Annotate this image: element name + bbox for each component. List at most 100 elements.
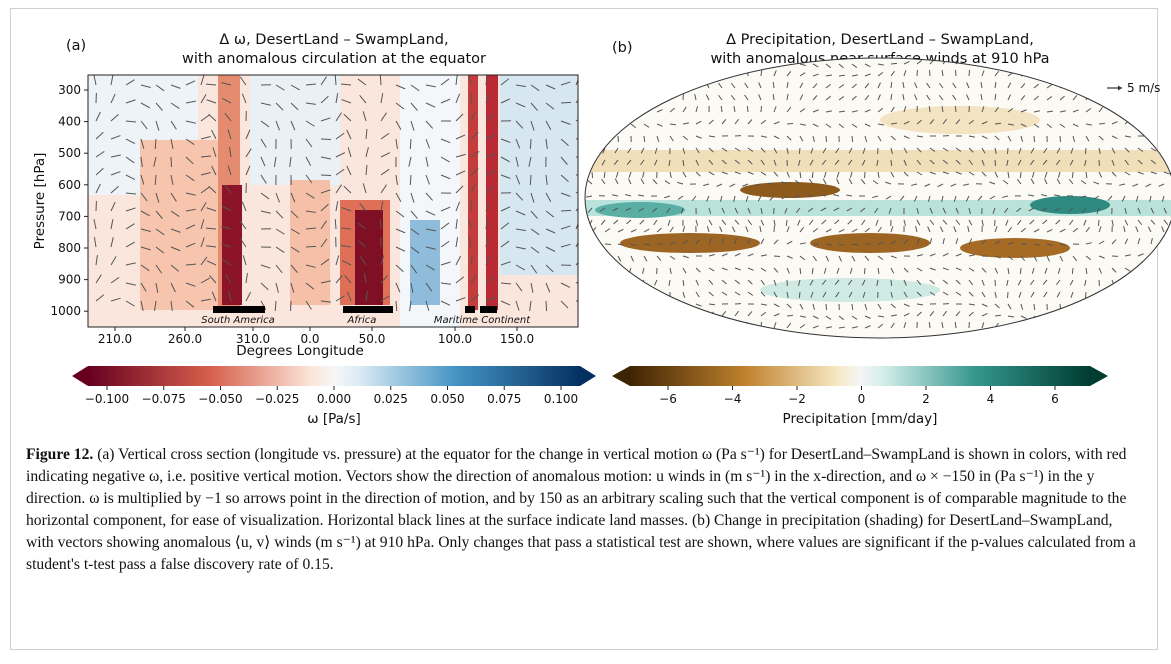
wind-vector — [1072, 109, 1079, 113]
wind-vector — [320, 95, 329, 104]
wind-vector — [590, 147, 593, 155]
wind-vector — [981, 291, 986, 298]
panel-title: with anomalous circulation at the equato… — [182, 51, 486, 67]
wind-vector — [530, 102, 538, 111]
wind-vector — [914, 82, 918, 89]
wind-vector — [1059, 255, 1064, 262]
wind-vector — [1059, 243, 1066, 246]
wind-vector — [591, 324, 598, 329]
wind-vector — [695, 135, 702, 139]
wind-vector — [877, 315, 885, 318]
wind-vector — [140, 174, 145, 185]
wind-vector — [1033, 110, 1040, 113]
wind-vector — [260, 102, 271, 106]
wind-vector — [545, 84, 556, 90]
wind-vector — [240, 238, 247, 248]
wind-vector — [734, 279, 740, 285]
wind-vector — [929, 311, 935, 317]
wind-vector — [1072, 227, 1079, 233]
wind-vector — [305, 245, 317, 248]
wind-vector — [669, 226, 674, 233]
wind-vector — [981, 106, 985, 113]
wind-vector — [708, 207, 712, 214]
wind-vector — [455, 185, 464, 194]
wind-vector — [968, 207, 971, 214]
wind-vector — [1085, 82, 1090, 89]
wind-vector — [1033, 228, 1040, 233]
land-bar — [343, 306, 393, 313]
wind-vector — [890, 171, 895, 178]
wind-vector — [799, 242, 806, 245]
wind-vector — [485, 75, 488, 86]
wind-vector — [734, 118, 740, 125]
wind-vector — [747, 147, 754, 152]
wind-vector — [211, 129, 217, 140]
wind-vector — [275, 84, 285, 91]
wind-vector — [994, 303, 1000, 309]
wind-vector — [1137, 253, 1144, 257]
wind-vector — [575, 241, 578, 248]
wind-vector — [1044, 178, 1048, 185]
wind-vector — [1135, 226, 1139, 233]
wind-vector — [395, 192, 402, 202]
caption: Figure 12. (a) Vertical cross section (l… — [26, 444, 1138, 576]
wind-vector — [729, 183, 736, 188]
wind-vector — [545, 264, 554, 273]
wind-vector — [335, 152, 346, 158]
wind-vector — [455, 113, 464, 122]
wind-vector — [669, 63, 677, 66]
wind-vector — [1056, 147, 1061, 154]
wind-vector — [395, 228, 406, 234]
wind-vector — [357, 240, 367, 248]
wind-vector — [1111, 70, 1115, 77]
wind-vector — [903, 239, 909, 245]
wind-vector — [838, 243, 845, 247]
wind-vector — [630, 255, 634, 262]
wind-vector — [617, 228, 624, 233]
wind-vector — [942, 252, 949, 257]
wind-vector — [305, 120, 315, 127]
wind-vector — [1029, 219, 1035, 225]
wind-vector — [200, 94, 207, 104]
wind-vector — [1019, 171, 1022, 179]
wind-vector — [1085, 324, 1092, 329]
shading — [620, 233, 760, 253]
wind-vector — [786, 106, 792, 113]
wind-vector — [669, 171, 672, 178]
wind-vector — [938, 82, 944, 89]
wind-vector — [994, 147, 997, 154]
wind-vector — [275, 282, 279, 293]
wind-vector — [939, 226, 944, 233]
wind-vector — [500, 156, 511, 163]
wind-vector — [1137, 267, 1144, 271]
wind-vector — [500, 174, 511, 179]
wind-vector — [760, 159, 765, 166]
wind-vector — [733, 106, 736, 113]
wind-vector — [1110, 93, 1113, 101]
y-axis-label: Pressure [hPa] — [32, 153, 48, 250]
wind-vector — [305, 138, 313, 148]
wind-vector — [470, 294, 480, 302]
wind-vector — [981, 267, 987, 273]
wind-vector — [851, 228, 858, 233]
wind-vector — [110, 75, 114, 86]
wind-vector — [409, 300, 412, 311]
wind-vector — [110, 113, 119, 122]
wind-vector — [781, 181, 788, 185]
wind-vector — [864, 95, 870, 101]
wind-vector — [320, 189, 331, 194]
wind-vector — [614, 178, 619, 185]
wind-vector — [682, 303, 689, 309]
wind-vector — [1085, 315, 1092, 318]
wind-vector — [617, 63, 623, 69]
wind-vector — [836, 178, 840, 185]
wind-vector — [703, 183, 710, 187]
wind-vector — [643, 123, 650, 128]
wind-vector — [200, 155, 211, 158]
colorbar-ticks: −0.100 −0.075 −0.050 −0.025 0.000 0.025 0.050 0… — [85, 386, 578, 406]
wind-vector — [705, 94, 710, 101]
wind-vector — [425, 300, 430, 311]
wind-vector — [877, 63, 884, 66]
wind-vector — [410, 192, 415, 203]
wind-vector — [275, 264, 283, 274]
